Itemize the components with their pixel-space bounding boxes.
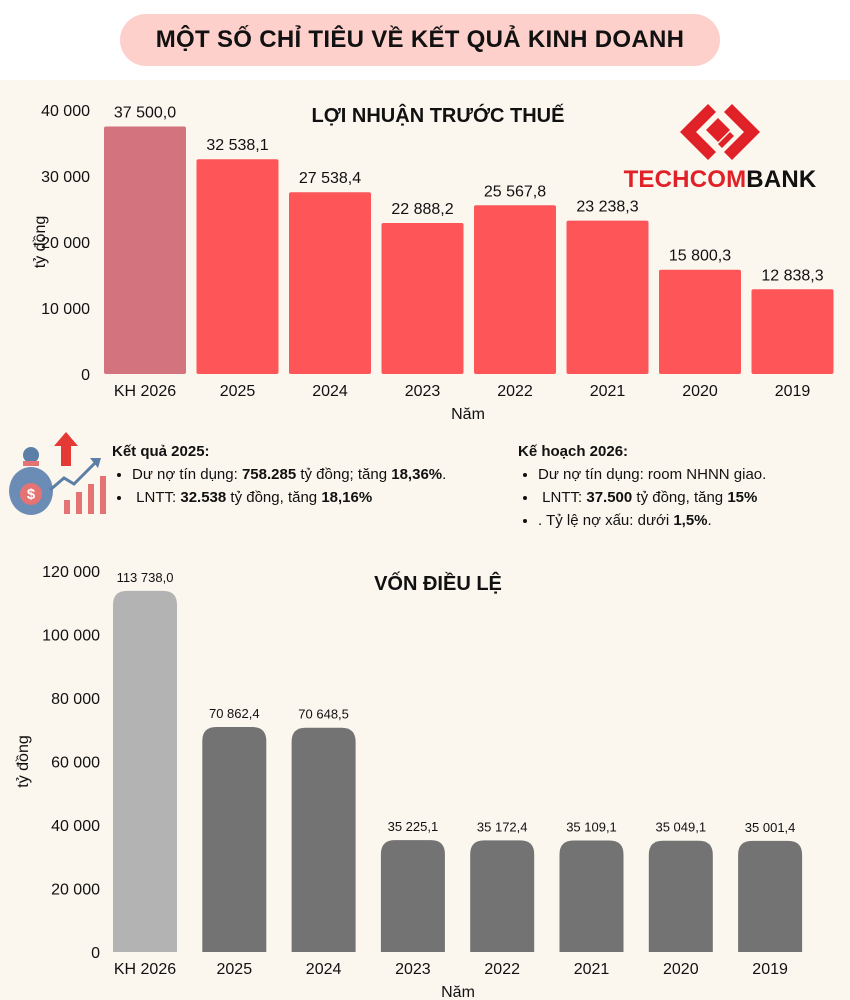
bar-value-label: 35 225,1 bbox=[388, 819, 439, 834]
y-tick-label: 40 000 bbox=[51, 818, 100, 835]
money-growth-icon: $ bbox=[9, 432, 106, 515]
y-tick-label: 20 000 bbox=[41, 235, 90, 252]
x-tick-label: 2022 bbox=[497, 383, 533, 400]
x-tick-label: 2020 bbox=[682, 383, 718, 400]
bar-value-label: 37 500,0 bbox=[114, 105, 176, 122]
svg-text:$: $ bbox=[27, 486, 36, 503]
techcombank-logo: TECHCOMBANK bbox=[620, 100, 820, 200]
x-tick-label: KH 2026 bbox=[114, 383, 176, 400]
bar bbox=[381, 222, 464, 374]
x-axis-label: Năm bbox=[451, 406, 485, 423]
x-tick-label: 2024 bbox=[306, 961, 342, 978]
bar bbox=[751, 289, 834, 374]
bar-value-label: 12 838,3 bbox=[761, 267, 823, 284]
result-2025-profit: LNTT: 32.538 tỷ đồng, tăng 18,16% bbox=[132, 489, 512, 506]
chart-title: LỢI NHUẬN TRƯỚC THUẾ bbox=[312, 103, 565, 127]
bar bbox=[196, 159, 279, 374]
bar-value-label: 70 648,5 bbox=[298, 707, 349, 722]
bar bbox=[470, 840, 535, 952]
x-tick-label: 2020 bbox=[663, 961, 699, 978]
bar bbox=[202, 727, 267, 952]
bar-value-label: 15 800,3 bbox=[669, 248, 731, 265]
bar bbox=[659, 269, 741, 374]
plan-2026-npl: . Tỷ lệ nợ xấu: dưới 1,5%. bbox=[538, 512, 838, 529]
y-tick-label: 120 000 bbox=[42, 564, 100, 581]
bar bbox=[559, 840, 624, 952]
bar bbox=[289, 192, 371, 374]
plan-2026-profit: LNTT: 37.500 tỷ đồng, tăng 15% bbox=[538, 489, 838, 506]
y-tick-label: 100 000 bbox=[42, 628, 100, 645]
y-tick-label: 60 000 bbox=[51, 755, 100, 772]
plan-2026-credit: Dư nợ tín dụng: room NHNN giao. bbox=[538, 466, 838, 483]
bar-value-label: 27 538,4 bbox=[299, 170, 361, 187]
x-tick-label: 2021 bbox=[590, 383, 626, 400]
x-tick-label: KH 2026 bbox=[114, 961, 176, 978]
bar bbox=[566, 220, 649, 374]
plan-2026-panel: Kế hoạch 2026: Dư nợ tín dụng: room NHNN… bbox=[518, 443, 838, 535]
result-2025-heading: Kết quả 2025: bbox=[112, 443, 210, 460]
bar-value-label: 35 001,4 bbox=[745, 820, 796, 835]
y-tick-label: 80 000 bbox=[51, 691, 100, 708]
techcombank-logo-icon bbox=[680, 104, 760, 160]
x-tick-label: 2021 bbox=[574, 961, 610, 978]
bar bbox=[113, 590, 177, 952]
result-2025-panel: Kết quả 2025: Dư nợ tín dụng: 758.285 tỷ… bbox=[112, 443, 512, 512]
x-tick-label: 2019 bbox=[775, 383, 811, 400]
bar bbox=[738, 840, 803, 952]
bar-value-label: 70 862,4 bbox=[209, 706, 260, 721]
x-tick-label: 2024 bbox=[312, 383, 348, 400]
y-axis-label: tỷ đồng bbox=[15, 735, 32, 787]
bar bbox=[380, 840, 445, 952]
bar-value-label: 25 567,8 bbox=[484, 183, 546, 200]
bar-value-label: 35 109,1 bbox=[566, 820, 617, 835]
x-axis-label: Năm bbox=[441, 984, 475, 1000]
bar-value-label: 22 888,2 bbox=[391, 201, 453, 218]
bar-value-label: 32 538,1 bbox=[206, 137, 268, 154]
y-tick-label: 40 000 bbox=[41, 103, 90, 120]
x-tick-label: 2019 bbox=[752, 961, 788, 978]
y-tick-label: 0 bbox=[91, 945, 100, 962]
bar bbox=[291, 727, 356, 952]
bar-value-label: 35 049,1 bbox=[655, 820, 706, 835]
x-tick-label: 2022 bbox=[484, 961, 520, 978]
result-2025-credit: Dư nợ tín dụng: 758.285 tỷ đồng; tăng 18… bbox=[132, 466, 512, 483]
x-tick-label: 2023 bbox=[395, 961, 431, 978]
bar bbox=[648, 840, 713, 952]
y-axis-label: tỷ đồng bbox=[32, 216, 49, 268]
page-title: MỘT SỐ CHỈ TIÊU VỀ KẾT QUẢ KINH DOANH bbox=[120, 14, 720, 66]
charter-capital-chart: VỐN ĐIỀU LỆ 0 20 000 40 000 60 000 80 000 100 … bbox=[15, 564, 803, 1000]
techcombank-logo-text: TECHCOMBANK bbox=[623, 166, 817, 193]
x-tick-label: 2025 bbox=[220, 383, 256, 400]
x-tick-label: 2025 bbox=[217, 961, 253, 978]
bar-value-label: 113 738,0 bbox=[117, 570, 174, 585]
chart-title: VỐN ĐIỀU LỆ bbox=[374, 571, 502, 595]
bar-value-label: 23 238,3 bbox=[576, 199, 638, 216]
x-tick-label: 2023 bbox=[405, 383, 441, 400]
y-tick-label: 20 000 bbox=[51, 882, 100, 899]
profit-chart: LỢI NHUẬN TRƯỚC THUẾ 0 10 000 20 000 30 000 4… bbox=[32, 103, 834, 423]
bar-value-label: 35 172,4 bbox=[477, 819, 528, 834]
y-tick-label: 0 bbox=[81, 367, 90, 384]
y-tick-label: 30 000 bbox=[41, 169, 90, 186]
y-tick-label: 10 000 bbox=[41, 301, 90, 318]
bar bbox=[474, 205, 556, 374]
bar bbox=[104, 126, 186, 374]
plan-2026-heading: Kế hoạch 2026: bbox=[518, 443, 629, 460]
